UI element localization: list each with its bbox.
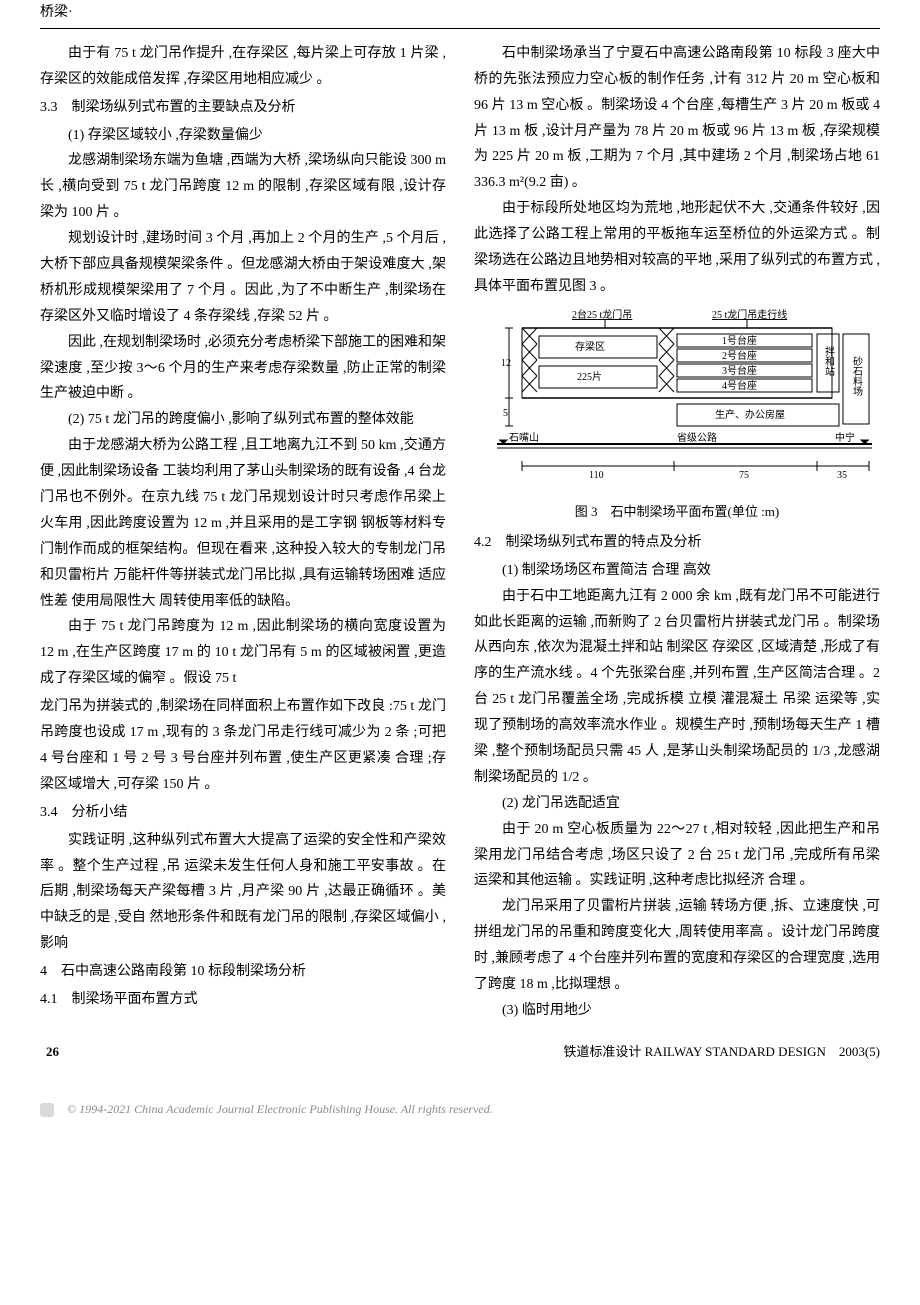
item-3-3-1: (1) 存梁区域较小 ,存梁数量偏少 bbox=[40, 123, 446, 149]
section-3-3: 3.3 制梁场纵列式布置的主要缺点及分析 bbox=[40, 95, 446, 121]
label-aggregate: 砂石料场 bbox=[851, 355, 863, 397]
item-4-2-3: (3) 临时用地少 bbox=[474, 998, 880, 1024]
dim-w2: 75 bbox=[739, 470, 749, 481]
label-mix: 拌和站 bbox=[823, 345, 835, 377]
running-header: 桥梁· bbox=[40, 0, 880, 29]
label-seat3: 3号台座 bbox=[722, 364, 757, 377]
paragraph: 由于有 75 t 龙门吊作提升 ,在存梁区 ,每片梁上可存放 1 片梁 ,存梁区… bbox=[40, 41, 446, 93]
main-content: 由于有 75 t 龙门吊作提升 ,在存梁区 ,每片梁上可存放 1 片梁 ,存梁区… bbox=[40, 41, 880, 1024]
paragraph: 由于石中工地距离九江有 2 000 余 km ,既有龙门吊不可能进行如此长距离的… bbox=[474, 584, 880, 791]
copyright-line: © 1994-2021 China Academic Journal Elect… bbox=[40, 1098, 880, 1120]
paragraph: 石中制梁场承当了宁夏石中高速公路南段第 10 标段 3 座大中桥的先张法预应力空… bbox=[474, 41, 880, 196]
label-gantry: 2台25 t龙门吊 bbox=[572, 308, 632, 321]
section-4: 4 石中高速公路南段第 10 标段制梁场分析 bbox=[40, 959, 446, 985]
label-road: 省级公路 bbox=[677, 431, 717, 444]
item-3-3-2: (2) 75 t 龙门吊的跨度偏小 ,影响了纵列式布置的整体效能 bbox=[40, 407, 446, 433]
dim-w3: 35 bbox=[837, 470, 847, 481]
label-seat4: 4号台座 bbox=[722, 379, 757, 392]
label-storage: 存梁区 bbox=[575, 340, 605, 353]
cnki-icon bbox=[40, 1103, 54, 1117]
item-4-2-1: (1) 制梁场场区布置简洁 合理 高效 bbox=[474, 558, 880, 584]
dim-h2: 5 bbox=[503, 408, 508, 419]
dim-w1: 110 bbox=[589, 470, 604, 481]
paragraph: 由于标段所处地区均为荒地 ,地形起伏不大 ,交通条件较好 ,因此选择了公路工程上… bbox=[474, 196, 880, 300]
page-number: 26 bbox=[46, 1040, 59, 1064]
section-4-2: 4.2 制梁场纵列式布置的特点及分析 bbox=[474, 530, 880, 556]
label-zhongning: 中宁 bbox=[835, 431, 855, 444]
figure-3: 2台25 t龙门吊 25 t龙门吊走行线 存梁区 225片 1号台座 2号台座 bbox=[474, 306, 880, 524]
publication-info: 铁道标准设计 RAILWAY STANDARD DESIGN 2003(5) bbox=[563, 1040, 880, 1064]
header-text: 桥梁· bbox=[40, 5, 73, 20]
label-capacity: 225片 bbox=[577, 370, 602, 383]
paragraph: 龙感湖制梁场东端为鱼塘 ,西端为大桥 ,梁场纵向只能设 300 m 长 ,横向受… bbox=[40, 148, 446, 226]
item-4-2-2: (2) 龙门吊选配适宜 bbox=[474, 791, 880, 817]
paragraph: 因此 ,在规划制梁场时 ,必须充分考虑桥梁下部施工的困难和架梁速度 ,至少按 3… bbox=[40, 330, 446, 408]
paragraph: 规划设计时 ,建场时间 3 个月 ,再加上 2 个月的生产 ,5 个月后 ,大桥… bbox=[40, 226, 446, 330]
page-footer: 26 铁道标准设计 RAILWAY STANDARD DESIGN 2003(5… bbox=[40, 1040, 880, 1076]
label-seat1: 1号台座 bbox=[722, 334, 757, 347]
label-track: 25 t龙门吊走行线 bbox=[712, 308, 787, 321]
section-3-4: 3.4 分析小结 bbox=[40, 800, 446, 826]
paragraph: 由于 75 t 龙门吊跨度为 12 m ,因此制梁场的横向宽度设置为 12 m … bbox=[40, 614, 446, 692]
paragraph: 由于龙感湖大桥为公路工程 ,且工地离九江不到 50 km ,交通方便 ,因此制梁… bbox=[40, 433, 446, 614]
paragraph: 实践证明 ,这种纵列式布置大大提高了运梁的安全性和产梁效率 。整个生产过程 ,吊… bbox=[40, 828, 446, 957]
dim-h1: 12 bbox=[501, 358, 511, 369]
paragraph: 龙门吊采用了贝雷桁片拼装 ,运输 转场方便 ,拆、立速度快 ,可拼组龙门吊的吊重… bbox=[474, 894, 880, 998]
paragraph: 龙门吊为拼装式的 ,制梁场在同样面积上布置作如下改良 :75 t 龙门吊跨度也设… bbox=[40, 694, 446, 798]
label-office: 生产、办公房屋 bbox=[715, 408, 785, 421]
label-seat2: 2号台座 bbox=[722, 349, 757, 362]
paragraph: 由于 20 m 空心板质量为 22～27 t ,相对较轻 ,因此把生产和吊梁用龙… bbox=[474, 817, 880, 895]
figure-3-caption: 图 3 石中制梁场平面布置(单位 :m) bbox=[474, 500, 880, 524]
copyright-text: © 1994-2021 China Academic Journal Elect… bbox=[67, 1102, 493, 1116]
figure-3-svg: 2台25 t龙门吊 25 t龙门吊走行线 存梁区 225片 1号台座 2号台座 bbox=[477, 306, 877, 496]
section-4-1: 4.1 制梁场平面布置方式 bbox=[40, 987, 446, 1013]
label-mountain: 石嘴山 bbox=[509, 432, 539, 444]
